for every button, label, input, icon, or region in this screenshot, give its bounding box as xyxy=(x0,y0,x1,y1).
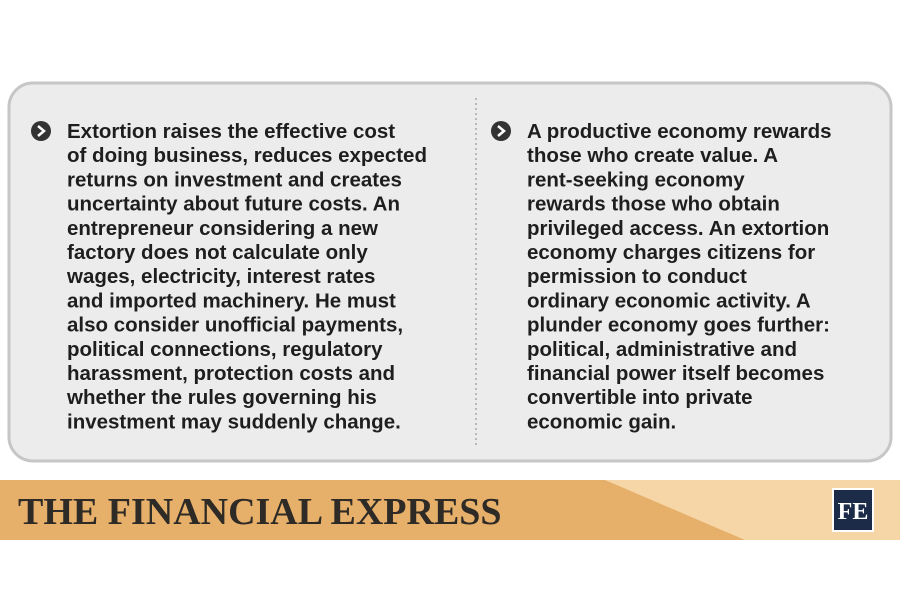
logo: FE xyxy=(838,499,869,525)
footer: THE FINANCIAL EXPRESS FE xyxy=(0,480,900,540)
text-line: economic gain. xyxy=(527,410,676,433)
text-line: returns on investment and creates xyxy=(67,168,402,191)
footer-highlight xyxy=(605,480,900,540)
text-line: A productive economy rewards xyxy=(527,120,832,143)
bullet xyxy=(491,121,511,141)
text-line: entrepreneur considering a new xyxy=(67,217,378,240)
text-line: of doing business, reduces expected xyxy=(67,144,427,167)
text-line: factory does not calculate only xyxy=(67,241,368,264)
text-line: plunder economy goes further: xyxy=(527,314,830,337)
text-line: rewards those who obtain xyxy=(527,193,780,216)
text-line: wages, electricity, interest rates xyxy=(66,265,375,288)
text-line: Extortion raises the effective cost xyxy=(67,120,395,143)
text-line: convertible into private xyxy=(527,386,753,409)
text-line: uncertainty about future costs. An xyxy=(67,193,400,216)
text-line: and imported machinery. He must xyxy=(67,289,396,312)
text-line: financial power itself becomes xyxy=(527,362,824,385)
text-line: whether the rules governing his xyxy=(66,386,377,409)
bullet xyxy=(31,121,51,141)
logo-box xyxy=(832,488,874,532)
text-line: rent-seeking economy xyxy=(527,168,745,191)
text-line: those who create value. A xyxy=(527,144,778,167)
text-line: privileged access. An extortion xyxy=(527,217,829,240)
text-line: political, administrative and xyxy=(527,338,797,361)
text-line: permission to conduct xyxy=(527,265,747,288)
panel xyxy=(7,81,893,463)
text-line: ordinary economic activity. A xyxy=(527,289,811,312)
text-line: investment may suddenly change. xyxy=(67,410,401,433)
brand: THE FINANCIAL EXPRESS xyxy=(18,491,502,533)
text-line: harassment, protection costs and xyxy=(67,362,395,385)
text-line: also consider unofficial payments, xyxy=(67,314,403,337)
text-line: economy charges citizens for xyxy=(527,241,815,264)
text-line: political connections, regulatory xyxy=(67,338,383,361)
